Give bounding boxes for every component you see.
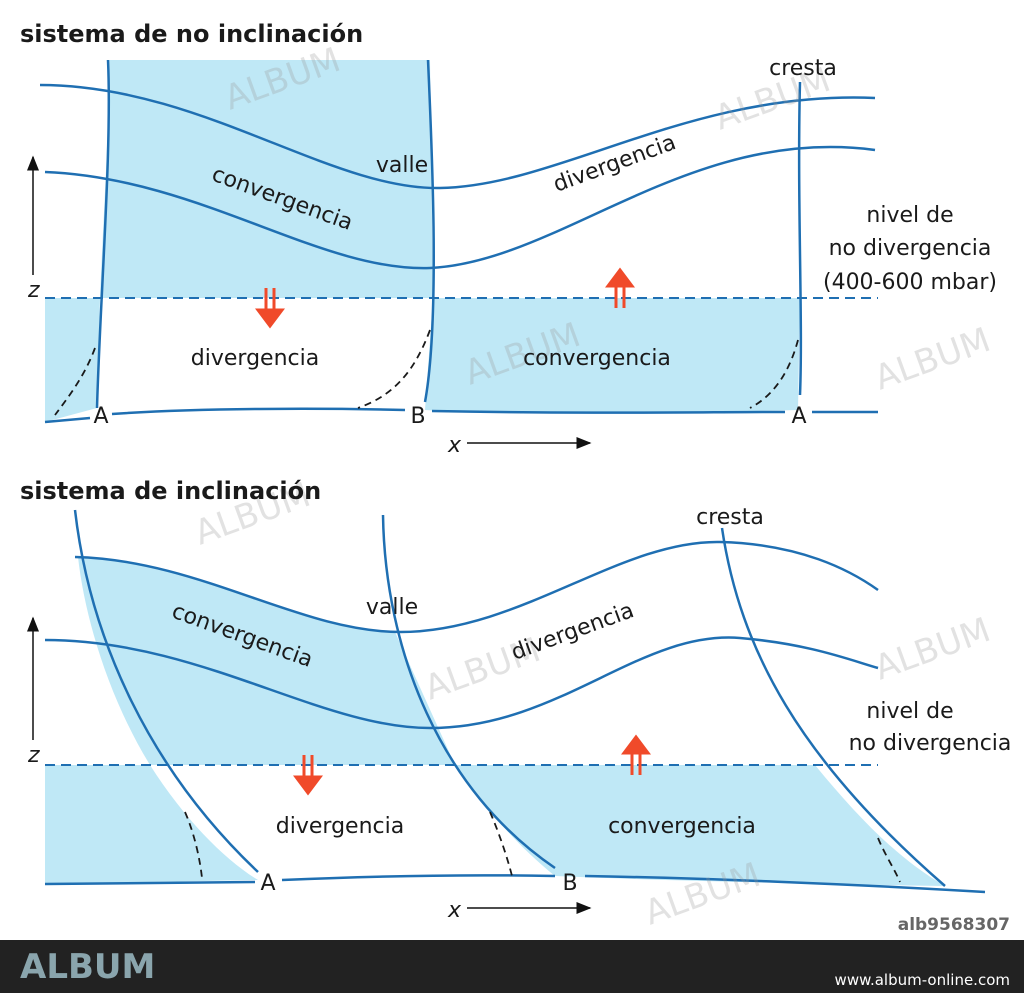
dashed-curve — [489, 811, 513, 877]
ridge-label: cresta — [696, 505, 764, 530]
region — [100, 60, 433, 298]
point-label: B — [562, 871, 577, 896]
region-label: convergencia — [523, 346, 671, 371]
level-label: nivel de — [866, 699, 953, 724]
level-label: (400-600 mbar) — [823, 270, 997, 295]
point-label: A — [93, 404, 108, 429]
bottom-panel — [27, 509, 986, 914]
panel-title: sistema de inclinación — [20, 477, 321, 505]
region — [455, 765, 945, 886]
panel-title: sistema de no inclinación — [20, 20, 363, 48]
trough-line — [95, 59, 111, 409]
trough-label: valle — [376, 153, 428, 178]
trough-line — [73, 509, 259, 873]
ground — [44, 874, 986, 894]
dashed-curve — [749, 339, 799, 409]
region — [425, 298, 800, 413]
up-arrow — [621, 734, 651, 775]
footer-logo: ALBUM — [20, 947, 155, 987]
footer-url: www.album-online.com — [835, 971, 1010, 989]
ridge-label: cresta — [769, 56, 837, 81]
level-label: no divergencia — [849, 731, 1012, 756]
dashed-curve — [357, 329, 431, 409]
axis-label: z — [27, 743, 40, 768]
axis-label: x — [447, 433, 462, 458]
image-id: alb9568307 — [898, 915, 1010, 935]
point-label: A — [260, 871, 275, 896]
level-label: nivel de — [866, 203, 953, 228]
down-arrow — [293, 755, 323, 796]
axis-label: x — [447, 898, 462, 923]
point-label: A — [791, 404, 806, 429]
dashed-curve — [184, 811, 203, 879]
region — [45, 765, 258, 884]
isobar — [44, 145, 876, 270]
ridge-line — [797, 81, 803, 396]
region-label: divergencia — [191, 346, 319, 371]
footer-bar — [0, 940, 1024, 993]
region-label: divergencia — [276, 814, 404, 839]
axis-label: z — [27, 278, 40, 303]
ridge-line — [720, 527, 946, 887]
region — [45, 298, 100, 422]
isobar — [39, 83, 876, 190]
region-label: convergencia — [608, 814, 756, 839]
isobar — [74, 540, 879, 634]
watermark: ALBUM — [869, 320, 995, 399]
trough-line — [381, 514, 556, 870]
region — [78, 557, 455, 765]
watermark: ALBUM — [869, 610, 995, 689]
up-arrow — [605, 267, 635, 308]
down-arrow — [255, 288, 285, 329]
region-label: divergencia — [550, 130, 679, 197]
top-panel — [27, 59, 878, 449]
ground — [44, 407, 878, 424]
dashed-curve — [54, 347, 96, 416]
isobar — [44, 636, 879, 730]
level-label: no divergencia — [829, 236, 992, 261]
point-label: B — [410, 404, 425, 429]
trough-line — [423, 59, 435, 403]
trough-label: valle — [366, 595, 418, 620]
dashed-curve — [877, 837, 901, 883]
